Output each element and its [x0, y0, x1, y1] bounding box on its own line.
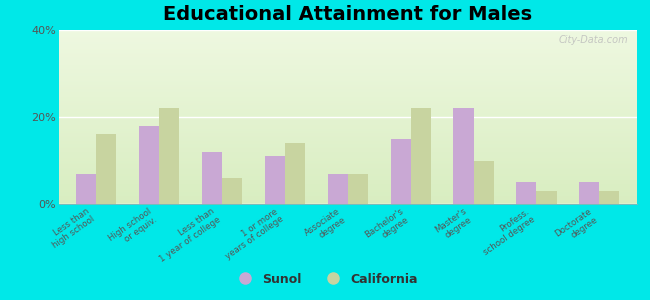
Bar	[391, 139, 411, 204]
Bar	[599, 191, 619, 204]
Bar	[222, 178, 242, 204]
Legend: Sunol, California: Sunol, California	[227, 268, 422, 291]
Bar	[536, 191, 556, 204]
Bar	[516, 182, 536, 204]
Bar	[265, 156, 285, 204]
Bar	[76, 173, 96, 204]
Bar	[96, 134, 116, 204]
Bar	[328, 173, 348, 204]
Bar	[202, 152, 222, 204]
Bar	[285, 143, 305, 204]
Bar	[473, 160, 493, 204]
Bar	[454, 108, 473, 204]
Title: Educational Attainment for Males: Educational Attainment for Males	[163, 5, 532, 24]
Bar	[411, 108, 431, 204]
Text: City-Data.com: City-Data.com	[559, 35, 629, 45]
Bar	[159, 108, 179, 204]
Bar	[348, 173, 368, 204]
Bar	[139, 126, 159, 204]
Bar	[579, 182, 599, 204]
